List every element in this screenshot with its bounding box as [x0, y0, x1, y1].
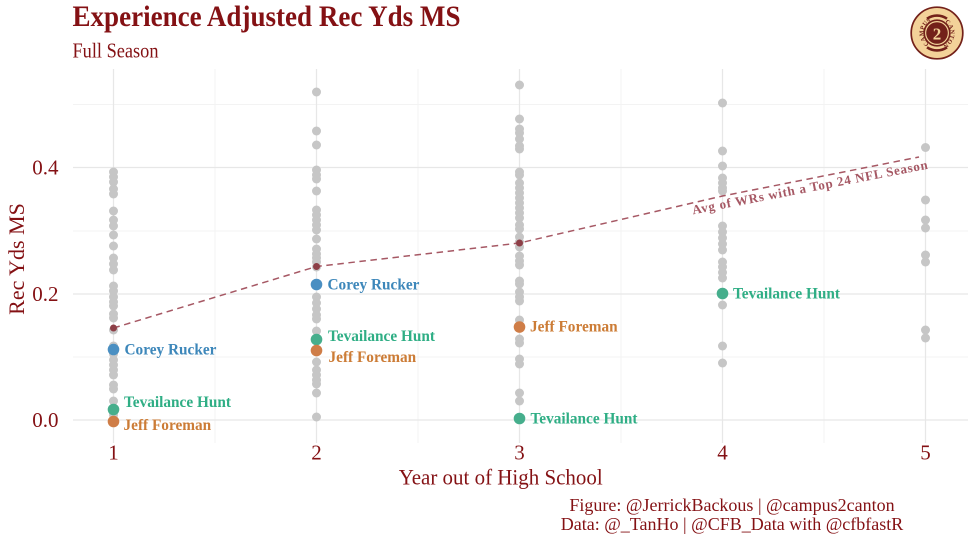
svg-text:1: 1 [108, 441, 119, 465]
svg-text:Tevailance Hunt: Tevailance Hunt [733, 285, 841, 302]
svg-text:2: 2 [933, 24, 942, 43]
svg-text:Tevailance Hunt: Tevailance Hunt [124, 394, 232, 411]
svg-text:Corey Rucker: Corey Rucker [125, 342, 217, 359]
svg-text:Tevailance Hunt: Tevailance Hunt [531, 410, 639, 427]
svg-text:0.4: 0.4 [32, 156, 59, 180]
svg-text:Tevailance Hunt: Tevailance Hunt [328, 328, 436, 345]
svg-text:Jeff Foreman: Jeff Foreman [530, 319, 618, 336]
svg-text:2: 2 [311, 441, 322, 465]
svg-text:3: 3 [514, 441, 525, 465]
svg-text:Year out of High School: Year out of High School [399, 465, 603, 490]
svg-text:Jeff Foreman: Jeff Foreman [124, 417, 212, 434]
svg-text:Corey Rucker: Corey Rucker [328, 277, 420, 294]
svg-text:Rec Yds MS: Rec Yds MS [4, 203, 29, 315]
svg-text:Experience Adjusted Rec Yds MS: Experience Adjusted Rec Yds MS [73, 0, 461, 33]
svg-text:5: 5 [920, 441, 931, 465]
svg-text:0.0: 0.0 [32, 408, 58, 432]
svg-text:Data: @_TanHo | @CFB_Data with: Data: @_TanHo | @CFB_Data with @cfbfastR [561, 514, 904, 534]
svg-text:4: 4 [717, 441, 728, 465]
svg-text:0.2: 0.2 [32, 282, 58, 306]
svg-text:Full Season: Full Season [73, 39, 159, 63]
svg-text:Jeff Foreman: Jeff Foreman [329, 349, 417, 366]
svg-text:Figure: @JerrickBackous | @cam: Figure: @JerrickBackous | @campus2canton [569, 495, 894, 515]
